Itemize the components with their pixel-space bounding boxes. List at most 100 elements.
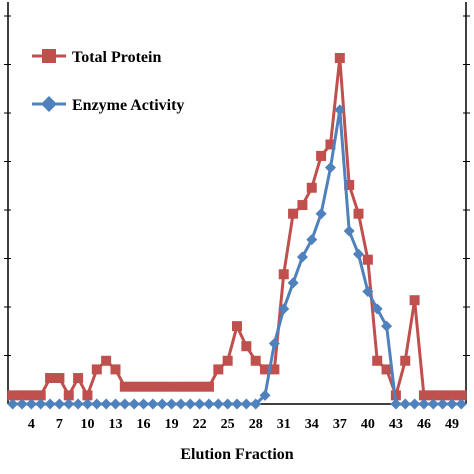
data-point-total-protein [409,295,420,306]
data-point-total-protein [232,321,242,332]
data-point-total-protein [213,364,224,375]
data-point-enzyme-activity [353,248,365,260]
data-point-enzyme-activity [409,398,421,410]
legend-item-total-protein: Total Protein [32,49,161,66]
data-point-enzyme-activity [194,398,206,410]
data-point-enzyme-activity [100,398,112,410]
data-point-enzyme-activity [222,398,234,410]
data-point-enzyme-activity [268,337,280,349]
data-point-enzyme-activity [175,398,187,410]
x-tick-label: 43 [389,417,403,432]
data-point-enzyme-activity [362,286,374,298]
series-line-enzyme-activity [12,108,462,406]
data-point-total-protein [185,381,196,392]
data-point-total-protein [166,381,177,392]
x-axis-title: Elution Fraction [180,446,293,463]
data-point-enzyme-activity [306,234,318,246]
data-point-enzyme-activity [53,398,65,410]
data-point-enzyme-activity [119,398,131,410]
x-tick-label: 25 [221,417,235,432]
data-point-total-protein [344,179,355,190]
data-point-total-protein [400,355,411,366]
data-point-enzyme-activity [324,162,336,174]
data-point-total-protein [54,373,65,384]
data-point-enzyme-activity [44,398,56,410]
x-tick-labels: 4 7 10 13 16 19 22 25 28 31 34 37 40 43 46 49 [28,417,459,432]
data-point-total-protein [7,390,18,401]
data-point-enzyme-activity [381,320,393,332]
data-point-enzyme-activity [147,398,159,410]
data-point-enzyme-activity [7,398,19,410]
data-point-enzyme-activity [184,398,196,410]
data-point-enzyme-activity [427,398,439,410]
data-point-enzyme-activity [240,398,252,410]
data-point-enzyme-activity [437,398,449,410]
data-point-total-protein [26,390,37,401]
x-tick-label: 28 [249,417,263,432]
x-tick-label: 46 [417,417,431,432]
data-point-total-protein [222,355,233,366]
data-point-enzyme-activity [212,398,224,410]
data-point-enzyme-activity [446,398,458,410]
data-point-total-protein [63,390,74,401]
data-point-total-protein [325,139,336,150]
data-point-enzyme-activity [371,303,383,315]
data-point-total-protein [147,381,158,392]
data-point-enzyme-activity [334,104,346,116]
series-total-protein [7,53,467,401]
data-point-enzyme-activity [399,398,411,410]
data-point-total-protein [45,373,56,384]
legend-label-enzyme-activity: Enzyme Activity [72,97,184,114]
data-point-total-protein [17,390,28,401]
x-tick-label: 10 [80,417,94,432]
legend: Total Protein Enzyme Activity [32,49,184,114]
data-point-total-protein [175,381,186,392]
data-point-enzyme-activity [203,398,215,410]
data-point-enzyme-activity [390,398,402,410]
data-point-total-protein [260,364,271,375]
data-point-total-protein [241,341,252,352]
x-tick-label: 22 [193,417,207,432]
data-point-enzyme-activity [138,398,150,410]
data-point-total-protein [297,200,308,211]
data-point-total-protein [334,53,345,63]
data-point-total-protein [250,355,261,366]
series-enzyme-activity [7,104,467,410]
x-tick-label: 7 [56,417,63,432]
data-point-enzyme-activity [156,398,168,410]
data-point-total-protein [353,208,364,219]
data-point-enzyme-activity [91,398,103,410]
data-point-total-protein [316,150,327,161]
x-tick-label: 19 [165,417,179,432]
data-point-total-protein [119,381,130,392]
legend-item-enzyme-activity: Enzyme Activity [32,96,184,114]
legend-marker-enzyme-activity [41,96,57,112]
data-point-total-protein [437,390,448,401]
data-point-enzyme-activity [296,251,308,263]
data-point-total-protein [428,390,439,401]
x-tick-label: 13 [108,417,122,432]
data-point-total-protein [82,390,93,401]
data-point-enzyme-activity [231,398,243,410]
data-point-enzyme-activity [72,398,84,410]
x-tick-label: 49 [445,417,459,432]
data-point-total-protein [91,364,102,375]
data-point-total-protein [288,208,299,219]
data-point-total-protein [110,364,121,375]
data-point-enzyme-activity [278,303,290,315]
data-point-enzyme-activity [128,398,140,410]
data-point-enzyme-activity [63,398,75,410]
x-tick-label: 40 [361,417,375,432]
data-point-total-protein [446,390,457,401]
data-point-total-protein [194,381,205,392]
x-tick-label: 34 [305,417,319,432]
legend-label-total-protein: Total Protein [72,49,161,66]
data-point-total-protein [203,381,214,392]
x-tick-label: 31 [277,417,291,432]
data-point-enzyme-activity [250,398,262,410]
data-point-total-protein [101,355,112,366]
data-point-total-protein [35,390,46,401]
data-point-total-protein [278,269,289,280]
